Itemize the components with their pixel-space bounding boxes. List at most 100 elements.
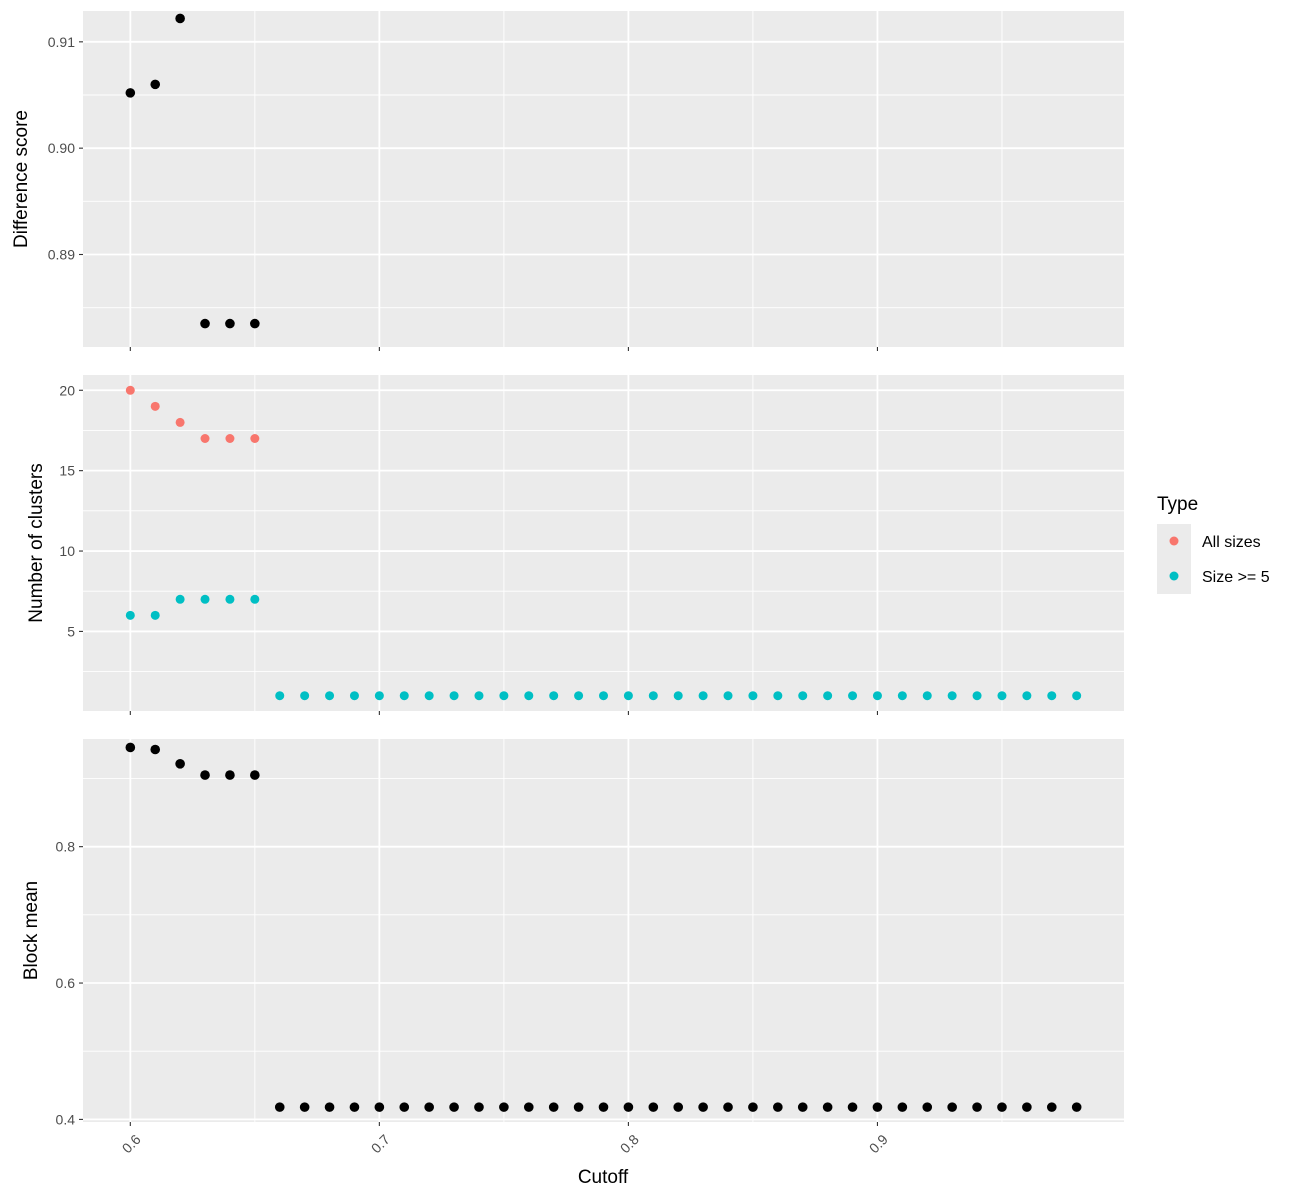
x-tick-label: 0.6 [119, 1131, 144, 1156]
data-point [997, 1102, 1007, 1112]
data-point [125, 385, 135, 395]
data-point [225, 594, 235, 604]
data-point [573, 1102, 584, 1112]
data-point [574, 691, 584, 701]
data-point [449, 691, 459, 701]
data-point [847, 1102, 858, 1112]
data-point [524, 691, 534, 701]
x-axis-title: Cutoff [578, 1167, 629, 1188]
y-tick-label: 5 [67, 623, 75, 639]
legend-label-size-5: Size >= 5 [1202, 569, 1270, 586]
data-point [872, 691, 882, 701]
data-point [648, 691, 658, 701]
data-point [798, 691, 808, 701]
data-point [972, 691, 982, 701]
y-tick-label: 0.4 [56, 1111, 76, 1127]
data-point [175, 13, 185, 24]
data-point [1046, 1102, 1057, 1112]
data-point [274, 1102, 285, 1112]
data-point [225, 318, 235, 329]
y-tick-label: 0.6 [56, 975, 76, 991]
data-point [374, 1102, 385, 1112]
panel-difference-score [83, 11, 1124, 347]
data-point [300, 691, 310, 701]
data-point [797, 1102, 808, 1112]
data-point [150, 610, 160, 620]
data-point [275, 691, 285, 701]
data-point [648, 1102, 659, 1112]
data-point [723, 691, 733, 701]
data-point [175, 417, 185, 427]
data-point [1047, 691, 1057, 701]
data-point [125, 88, 136, 98]
data-point [1022, 691, 1032, 701]
legend: Type All sizes Size >= 5 [1157, 494, 1270, 594]
legend-label-all-sizes: All sizes [1202, 534, 1261, 551]
data-point [997, 691, 1007, 701]
data-point [325, 691, 335, 701]
data-point [349, 691, 359, 701]
y-tick-label: 20 [59, 382, 75, 398]
panels-layer [83, 11, 1124, 1122]
data-point [823, 691, 833, 701]
data-point [947, 691, 957, 701]
legend-key-size-5 [1169, 571, 1179, 581]
x-tick-label: 0.9 [866, 1131, 891, 1156]
data-point [623, 1102, 634, 1112]
data-point [1022, 1102, 1032, 1112]
data-point [499, 1102, 509, 1112]
data-point [698, 1102, 708, 1112]
y-axis-title-number-of-clusters: Number of clusters [26, 463, 47, 622]
y-tick-label: 0.91 [48, 34, 75, 50]
data-point [773, 691, 783, 701]
data-point [623, 691, 633, 701]
data-point [175, 759, 185, 769]
y-tick-label: 0.8 [56, 839, 76, 855]
data-point [1071, 1102, 1082, 1112]
data-point [349, 1102, 360, 1112]
data-point [150, 401, 160, 411]
data-point [150, 744, 161, 755]
data-point [673, 691, 683, 701]
panel-background [83, 11, 1124, 347]
data-point [200, 594, 210, 604]
data-point [324, 1102, 335, 1112]
data-point [125, 610, 135, 620]
data-point [424, 691, 434, 701]
data-point [549, 691, 559, 701]
data-point [200, 434, 210, 444]
data-point [175, 594, 185, 604]
data-point [773, 1102, 783, 1112]
y-tick-label: 15 [59, 463, 75, 479]
data-point [922, 1102, 933, 1112]
y-tick-label: 0.90 [48, 140, 75, 156]
data-point [599, 691, 608, 701]
data-point [848, 691, 858, 701]
data-point [748, 691, 758, 701]
data-point [499, 691, 509, 701]
data-point [150, 79, 161, 90]
data-point [897, 1102, 908, 1112]
data-point [125, 742, 136, 753]
legend-key-background [1157, 524, 1191, 594]
data-point [822, 1102, 833, 1112]
data-point [250, 318, 260, 329]
data-point [250, 770, 260, 780]
axes-layer: 0.89 0.90 0.91 Difference score 5 10 15 20 Numbe… [11, 34, 891, 1156]
data-point [250, 434, 260, 444]
panel-background [83, 739, 1124, 1122]
data-point [872, 1102, 883, 1112]
data-point [523, 1102, 534, 1112]
data-point [200, 318, 210, 329]
panel-block-mean [83, 739, 1124, 1122]
data-point [250, 594, 260, 604]
data-point [673, 1102, 684, 1112]
panel-background [83, 375, 1124, 711]
x-tick-label: 0.8 [617, 1131, 642, 1156]
legend-key-all-sizes [1169, 536, 1179, 546]
y-axis-title-block-mean: Block mean [21, 881, 42, 980]
data-point [374, 691, 384, 701]
data-point [399, 1102, 410, 1112]
y-tick-label: 0.89 [48, 246, 75, 262]
